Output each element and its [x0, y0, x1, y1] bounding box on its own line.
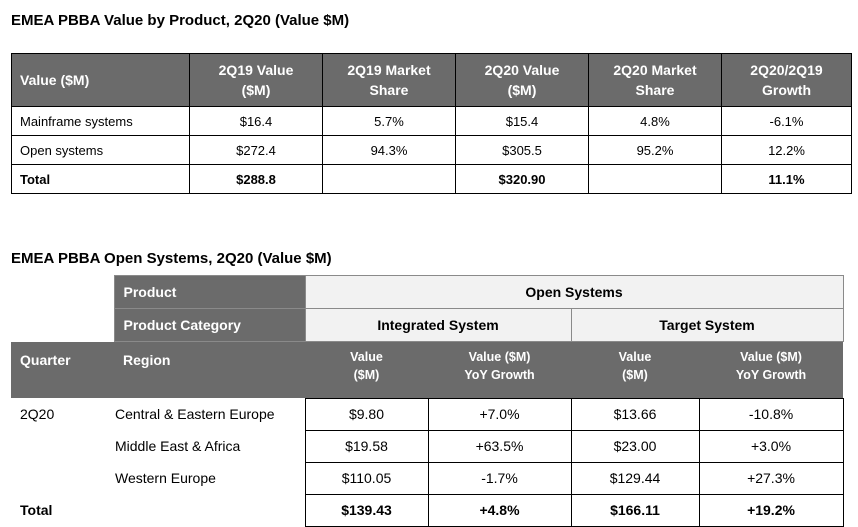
table-cell: -1.7% — [427, 461, 572, 495]
table-cell: 4.8% — [588, 106, 722, 136]
table-cell: Open systems — [11, 135, 190, 165]
table-cell: -6.1% — [721, 106, 852, 136]
table1-header-row: Value ($M) 2Q19 Value ($M) 2Q19 Market Sha… — [11, 53, 852, 107]
table-cell: 11.1% — [721, 164, 852, 194]
quarter-cell: 2Q20 — [20, 406, 55, 422]
header-2q19-value: 2Q19 Value ($M) — [189, 53, 323, 107]
category-target: Target System — [570, 308, 844, 342]
table-cell: +3.0% — [698, 429, 844, 463]
product-label: Product — [113, 275, 306, 309]
table-row-total: Total $288.8 $320.90 11.1% — [11, 164, 852, 194]
table-row-total: Total $139.43 +4.8% $166.11 +19.2% — [11, 493, 844, 527]
table-cell: 94.3% — [322, 135, 456, 165]
table2-title: EMEA PBBA Open Systems, 2Q20 (Value $M) — [11, 250, 332, 267]
quarter-header: Quarter — [11, 341, 114, 398]
table-row: Mainframe systems $16.4 5.7% $15.4 4.8% … — [11, 106, 852, 136]
table1-title: EMEA PBBA Value by Product, 2Q20 (Value … — [11, 12, 350, 29]
table-cell: Total — [11, 164, 190, 194]
blank-cell — [11, 276, 114, 309]
header-2q20-share: 2Q20 Market Share — [588, 53, 722, 107]
region-cell: Middle East & Africa — [115, 438, 241, 454]
region-cell: Central & Eastern Europe — [115, 406, 275, 422]
table-cell: 5.7% — [322, 106, 456, 136]
table-cell: $272.4 — [189, 135, 323, 165]
column-header-row: Quarter Region Value ($M) Value ($M) YoY G… — [11, 341, 844, 398]
table-cell: $129.44 — [570, 461, 700, 495]
category-row: Product Category Integrated System Targe… — [11, 308, 844, 342]
table-cell: $305.5 — [455, 135, 589, 165]
table-cell: $9.80 — [304, 397, 429, 431]
table-cell: +7.0% — [427, 397, 572, 431]
region-cell: Western Europe — [115, 470, 216, 486]
table-cell: $110.05 — [304, 461, 429, 495]
target-value-header: Value ($M) — [571, 341, 699, 398]
table-row: Open systems $272.4 94.3% $305.5 95.2% 1… — [11, 135, 852, 165]
header-2q20-value: 2Q20 Value ($M) — [455, 53, 589, 107]
blank-cell — [114, 494, 305, 526]
table-cell: $16.4 — [189, 106, 323, 136]
open-systems-table: Product Open Systems Product Category In… — [11, 275, 844, 527]
table-cell: +4.8% — [427, 493, 572, 527]
table-cell: 95.2% — [588, 135, 722, 165]
region-header: Region — [114, 341, 305, 398]
header-growth: 2Q20/2Q19 Growth — [721, 53, 852, 107]
table-row: Western Europe $110.05 -1.7% $129.44 +27… — [11, 461, 844, 495]
category-label: Product Category — [113, 308, 306, 342]
integrated-value-header: Value ($M) — [305, 341, 428, 398]
integrated-growth-header: Value ($M) YoY Growth — [428, 341, 571, 398]
table-cell: $166.11 — [570, 493, 700, 527]
category-integrated: Integrated System — [304, 308, 572, 342]
table-cell: 12.2% — [721, 135, 852, 165]
table-cell: $139.43 — [304, 493, 429, 527]
table-cell: +27.3% — [698, 461, 844, 495]
table-cell: $13.66 — [570, 397, 700, 431]
table-cell: +19.2% — [698, 493, 844, 527]
table-cell — [588, 164, 722, 194]
product-value-table: Value ($M) 2Q19 Value ($M) 2Q19 Market Sha… — [11, 53, 852, 194]
table-cell: $19.58 — [304, 429, 429, 463]
quarter-cell — [11, 430, 114, 462]
table-cell: $320.90 — [455, 164, 589, 194]
table-cell: -10.8% — [698, 397, 844, 431]
total-label: Total — [20, 502, 53, 518]
header-2q19-share: 2Q19 Market Share — [322, 53, 456, 107]
table-row: 2Q20 Central & Eastern Europe $9.80 +7.0… — [11, 397, 844, 431]
table-cell: Mainframe systems — [11, 106, 190, 136]
table-cell: $288.8 — [189, 164, 323, 194]
product-value: Open Systems — [304, 275, 844, 309]
header-value: Value ($M) — [11, 53, 190, 107]
table-cell: $23.00 — [570, 429, 700, 463]
blank-cell — [11, 309, 114, 342]
table-row: Middle East & Africa $19.58 +63.5% $23.0… — [11, 429, 844, 463]
table-cell — [322, 164, 456, 194]
table-cell: $15.4 — [455, 106, 589, 136]
product-row: Product Open Systems — [11, 275, 844, 309]
quarter-cell — [11, 462, 114, 494]
target-growth-header: Value ($M) YoY Growth — [699, 341, 844, 398]
table-cell: +63.5% — [427, 429, 572, 463]
